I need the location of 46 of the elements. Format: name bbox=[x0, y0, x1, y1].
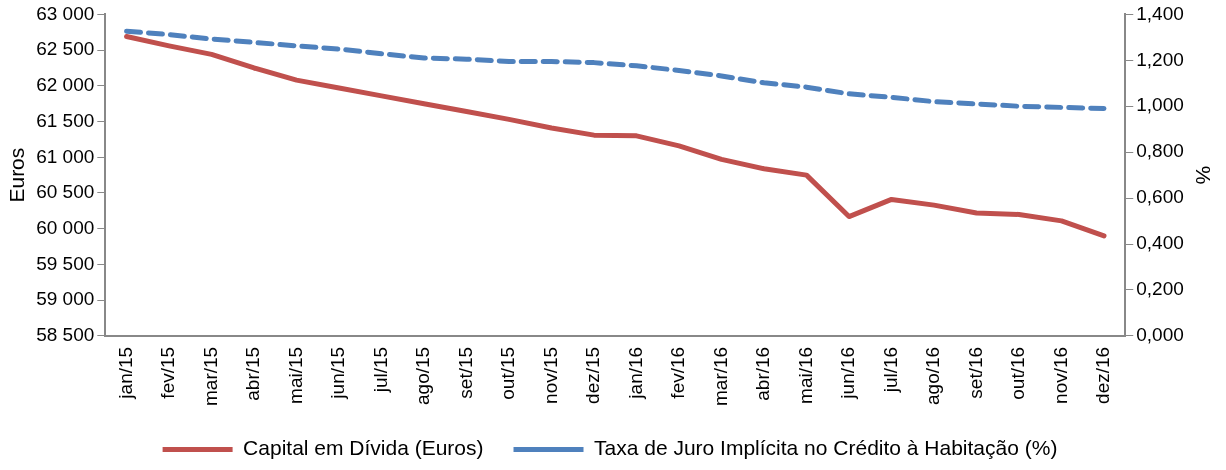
x-tick-label: abr/16 bbox=[752, 346, 774, 401]
y2-tick-label: 0,600 bbox=[1136, 186, 1184, 208]
y2-tick-label: 0,200 bbox=[1136, 278, 1184, 300]
y2-tick-label: 0,000 bbox=[1136, 324, 1184, 346]
y-tick-label: 60 500 bbox=[36, 181, 95, 203]
y2-tick-label: 1,400 bbox=[1136, 2, 1184, 24]
x-tick-label: set/16 bbox=[964, 346, 986, 399]
y-tick-label: 60 000 bbox=[36, 216, 95, 238]
x-tick-label: mar/16 bbox=[709, 346, 731, 407]
y-tick-label: 62 500 bbox=[36, 38, 95, 60]
x-tick-label: nov/16 bbox=[1049, 346, 1071, 404]
y-tick-label: 58 500 bbox=[36, 324, 95, 346]
y2-tick-label: 1,000 bbox=[1136, 94, 1184, 116]
y2-tick-label: 1,200 bbox=[1136, 48, 1184, 70]
x-tick-label: ago/16 bbox=[922, 346, 944, 405]
y-tick-label: 61 500 bbox=[36, 109, 95, 131]
y-tick-label: 59 500 bbox=[36, 252, 95, 274]
x-tick-label: jun/15 bbox=[327, 346, 349, 400]
x-tick-label: fev/15 bbox=[157, 346, 179, 399]
x-tick-label: jul/15 bbox=[369, 346, 391, 394]
x-tick-label: jan/16 bbox=[624, 346, 646, 400]
y-axis-title: Euros bbox=[5, 147, 29, 203]
y2-axis-title: % bbox=[1191, 165, 1215, 185]
y2-tick-label: 0,800 bbox=[1136, 140, 1184, 162]
x-tick-label: jul/16 bbox=[879, 346, 901, 394]
legend-label: Capital em Dívida (Euros) bbox=[243, 436, 484, 460]
y-tick-label: 59 000 bbox=[36, 288, 95, 310]
y-tick-label: 61 000 bbox=[36, 145, 95, 167]
y-tick-label: 62 000 bbox=[36, 74, 95, 96]
x-tick-label: mar/15 bbox=[199, 346, 221, 407]
x-tick-label: dez/15 bbox=[582, 346, 604, 404]
x-tick-label: fev/16 bbox=[667, 346, 689, 399]
x-tick-label: abr/15 bbox=[242, 346, 264, 401]
x-tick-label: jun/16 bbox=[837, 346, 859, 400]
x-tick-label: mai/15 bbox=[284, 346, 306, 404]
x-tick-label: ago/15 bbox=[412, 346, 434, 405]
x-tick-label: dez/16 bbox=[1092, 346, 1114, 404]
x-tick-label: mai/16 bbox=[794, 346, 816, 404]
x-tick-label: out/15 bbox=[497, 346, 519, 400]
x-tick-label: out/16 bbox=[1007, 346, 1029, 400]
x-tick-label: set/15 bbox=[454, 346, 476, 399]
legend-label: Taxa de Juro Implícita no Crédito à Habitação (%) bbox=[594, 436, 1058, 460]
x-tick-label: nov/15 bbox=[539, 346, 561, 404]
x-tick-label: jan/15 bbox=[114, 346, 136, 400]
y2-tick-label: 0,400 bbox=[1136, 232, 1184, 254]
y-tick-label: 63 000 bbox=[36, 2, 95, 24]
